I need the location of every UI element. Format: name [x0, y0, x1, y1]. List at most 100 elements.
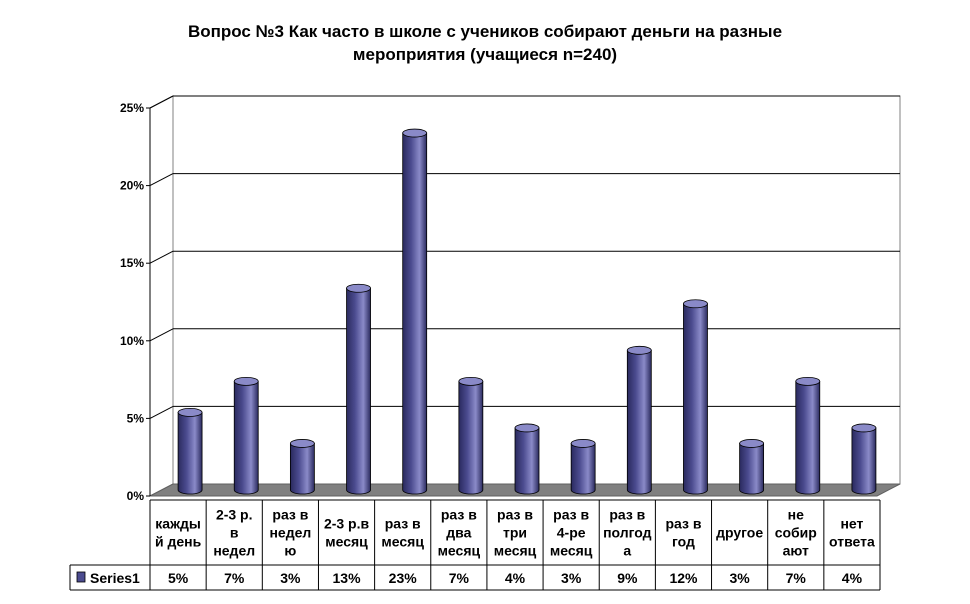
category-label: раз в 4-ре месяц: [550, 507, 593, 559]
bar: [626, 349, 652, 495]
category-label: раз в полгод а: [603, 507, 652, 559]
category-label-line: 2-3 р.в: [324, 516, 370, 532]
bar-top: [346, 283, 371, 293]
category-label-line: год: [672, 534, 695, 550]
category-label-line: недел: [269, 525, 311, 541]
category-label: раз в год: [665, 516, 701, 550]
category-label-line: раз в: [553, 507, 589, 523]
category-label-line: собир: [775, 525, 817, 541]
data-label: 4%: [505, 570, 526, 586]
bar-top: [233, 376, 259, 386]
category-label: кажды й день: [155, 516, 202, 550]
category-label: раз в два месяц: [438, 507, 481, 559]
category-label: 2-3 р.в месяц: [324, 516, 370, 550]
bar: [402, 132, 428, 495]
y-tick-label: 25%: [120, 101, 144, 115]
bar-top: [851, 423, 877, 433]
category-label: нет ответа: [829, 516, 875, 550]
category-label-line: в: [230, 525, 239, 541]
category-label-line: другое: [716, 525, 763, 541]
y-tick-label: 20%: [120, 179, 144, 193]
category-label-line: а: [623, 543, 631, 559]
bar-top: [458, 376, 484, 386]
bar-top: [289, 439, 315, 448]
data-label: 9%: [617, 570, 638, 586]
category-label: 2-3 р. в недел: [213, 507, 255, 559]
bar: [795, 380, 821, 495]
data-label: 7%: [786, 570, 807, 586]
category-label-line: месяц: [381, 534, 424, 550]
bar: [458, 380, 484, 495]
category-label-line: три: [503, 525, 527, 541]
y-tick-label: 5%: [127, 411, 145, 425]
category-label-line: месяц: [325, 534, 368, 550]
gridline-side: [149, 173, 174, 187]
legend-label: Series1: [90, 570, 140, 586]
category-label: не собир ают: [775, 507, 817, 559]
category-label-line: недел: [213, 543, 255, 559]
gridline-side: [149, 250, 174, 264]
bar: [570, 443, 596, 495]
bar-top: [402, 128, 428, 138]
gridline-side: [149, 95, 174, 109]
category-label-line: нет: [840, 516, 863, 532]
category-label: раз в недел ю: [269, 507, 311, 559]
bar: [683, 303, 708, 495]
bar-top: [626, 345, 652, 355]
category-label-line: ответа: [829, 534, 875, 550]
category-label-line: месяц: [550, 543, 593, 559]
data-label: 7%: [449, 570, 470, 586]
bar: [739, 443, 765, 495]
category-label-line: раз в: [441, 507, 477, 523]
category-label: другое: [716, 525, 763, 541]
bar-top: [570, 439, 596, 448]
bar: [233, 380, 259, 495]
category-label-line: раз в: [385, 516, 421, 532]
category-label-line: полгод: [603, 525, 652, 541]
data-label: 13%: [333, 570, 362, 586]
data-label: 12%: [669, 570, 698, 586]
category-label-line: не: [788, 507, 804, 523]
gridline-side: [149, 328, 174, 342]
category-label-line: раз в: [665, 516, 701, 532]
category-label: раз в три месяц: [494, 507, 537, 559]
plot-side-wall: [149, 95, 174, 497]
bar: [346, 287, 371, 495]
category-label-line: месяц: [438, 543, 481, 559]
bar: [851, 427, 877, 495]
chart-title: Вопрос №3 Как часто в школе с учеников с…: [187, 22, 783, 64]
bar-top: [177, 407, 203, 417]
category-label-line: 2-3 р.: [216, 507, 253, 523]
category-label-line: 4-ре: [557, 525, 586, 541]
category-label-line: ают: [783, 543, 809, 559]
y-tick-label: 15%: [120, 256, 144, 270]
gridline-side: [149, 405, 174, 419]
category-label-line: ю: [284, 543, 296, 559]
legend-swatch: [76, 571, 86, 583]
data-label: 4%: [842, 570, 863, 586]
category-label-line: й день: [155, 534, 202, 550]
bar-top: [739, 439, 765, 448]
category-label-line: кажды: [155, 516, 201, 532]
data-label: 3%: [280, 570, 301, 586]
category-label: раз в месяц: [381, 516, 424, 550]
bar-top: [514, 423, 540, 433]
bar: [514, 427, 540, 495]
data-label: 3%: [561, 570, 582, 586]
bar-top: [795, 376, 821, 386]
bar: [289, 443, 315, 495]
data-label: 7%: [224, 570, 245, 586]
data-label: 23%: [389, 570, 418, 586]
data-label: 5%: [168, 570, 189, 586]
category-label-line: два: [446, 525, 471, 541]
data-label: 3%: [729, 570, 750, 586]
category-label-line: раз в: [497, 507, 533, 523]
category-label-line: раз в: [272, 507, 308, 523]
category-label-line: месяц: [494, 543, 537, 559]
category-label-line: раз в: [609, 507, 645, 523]
bar: [177, 412, 203, 495]
y-tick-label: 10%: [120, 334, 144, 348]
y-tick-label: 0%: [127, 489, 145, 503]
bar-top: [683, 299, 708, 309]
